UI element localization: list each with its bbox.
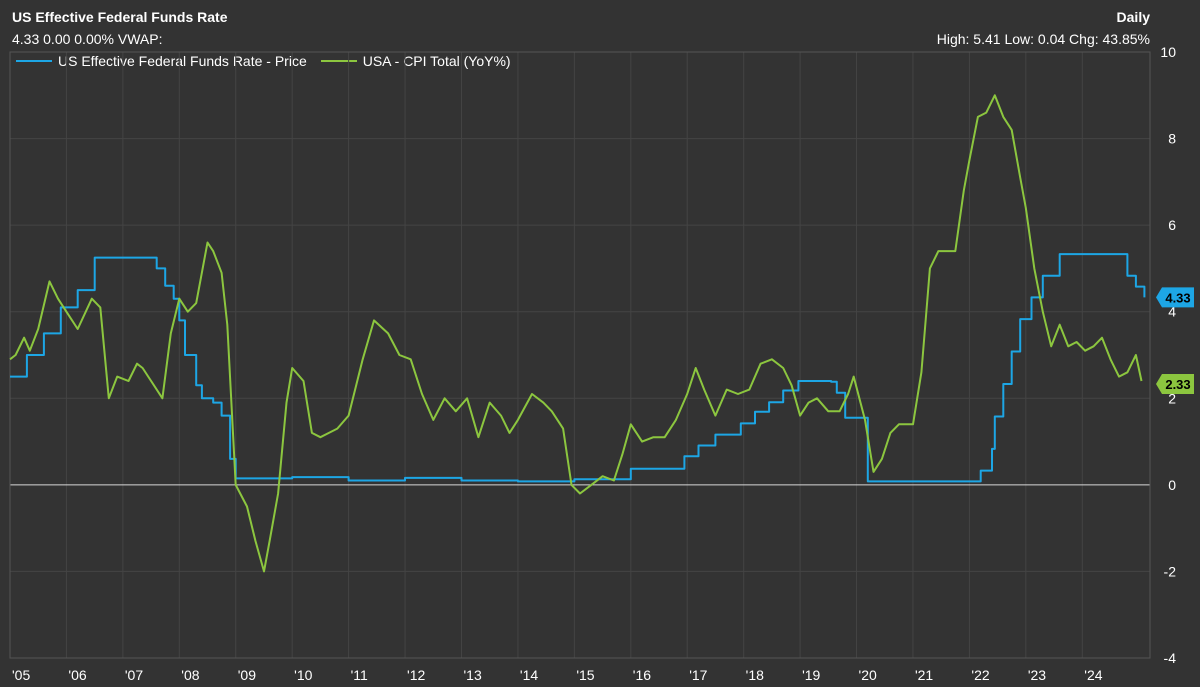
legend-swatch-cpi bbox=[320, 60, 357, 62]
series-line-fed-funds bbox=[10, 253, 1146, 483]
y-tick-label: 0 bbox=[1168, 477, 1176, 493]
y-tick-label: 8 bbox=[1168, 131, 1176, 147]
x-tick-label: '16 bbox=[633, 667, 651, 683]
x-tick-label: '07 bbox=[125, 667, 143, 683]
y-tick-label: 2 bbox=[1168, 390, 1176, 406]
last-value-label-fed: 4.33 bbox=[1165, 290, 1190, 305]
legend-item-fed[interactable]: US Effective Federal Funds Rate - Price bbox=[16, 53, 307, 69]
x-tick-label: '11 bbox=[351, 667, 368, 683]
x-tick-label: '24 bbox=[1084, 667, 1102, 683]
x-tick-label: '09 bbox=[238, 667, 256, 683]
quote-line: 4.33 0.00 0.00% VWAP: bbox=[12, 31, 163, 47]
x-tick-label: '20 bbox=[859, 667, 877, 683]
legend: US Effective Federal Funds Rate - Price … bbox=[16, 53, 511, 69]
x-tick-label: '12 bbox=[407, 667, 425, 683]
x-tick-label: '08 bbox=[181, 667, 199, 683]
x-tick-label: '15 bbox=[576, 667, 594, 683]
x-tick-label: '21 bbox=[915, 667, 933, 683]
chart-title: US Effective Federal Funds Rate bbox=[12, 9, 228, 25]
last-value-badge-fed bbox=[1156, 287, 1194, 308]
x-tick-label: '10 bbox=[294, 667, 312, 683]
y-tick-label: 10 bbox=[1160, 44, 1176, 60]
last-value-label-cpi: 2.33 bbox=[1165, 377, 1190, 392]
series-line-cpi bbox=[9, 94, 1143, 573]
frequency-label[interactable]: Daily bbox=[1116, 9, 1150, 25]
x-tick-label: '13 bbox=[463, 667, 481, 683]
legend-swatch-fed bbox=[16, 60, 52, 62]
x-tick-label: '05 bbox=[12, 667, 30, 683]
y-tick-label: 4 bbox=[1168, 304, 1176, 320]
last-value-badge-cpi bbox=[1156, 374, 1194, 395]
plot-border bbox=[9, 51, 1151, 659]
x-tick-label: '18 bbox=[746, 667, 764, 683]
x-tick-label: '06 bbox=[68, 667, 86, 683]
stats-line: High: 5.41 Low: 0.04 Chg: 43.85% bbox=[936, 31, 1150, 47]
x-tick-label: '22 bbox=[971, 667, 989, 683]
legend-label-cpi: USA - CPI Total (YoY%) bbox=[362, 53, 511, 69]
x-tick-label: '14 bbox=[520, 667, 538, 683]
x-tick-label: '17 bbox=[689, 667, 707, 683]
y-tick-label: 6 bbox=[1168, 217, 1176, 233]
y-tick-label: -2 bbox=[1164, 563, 1177, 579]
x-tick-label: '19 bbox=[802, 667, 820, 683]
legend-label-fed: US Effective Federal Funds Rate - Price bbox=[58, 53, 307, 69]
y-tick-label: -4 bbox=[1164, 650, 1177, 666]
x-tick-label: '23 bbox=[1028, 667, 1046, 683]
legend-item-cpi[interactable]: USA - CPI Total (YoY%) bbox=[320, 53, 511, 69]
